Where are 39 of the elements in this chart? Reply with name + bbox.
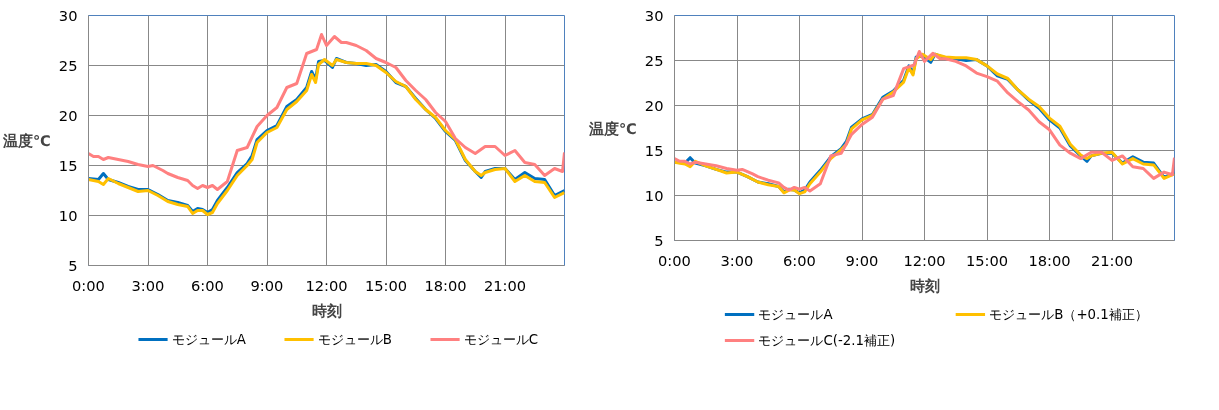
y-tick-label: 10 [644, 186, 664, 204]
x-tick-label: 21:00 [483, 276, 527, 294]
y-tick-label: 5 [654, 231, 664, 249]
x-tick-label: 9:00 [250, 276, 284, 294]
x-tick-label: 18:00 [424, 276, 467, 294]
x-tick-label: 0:00 [72, 276, 105, 294]
y-tick-label: 5 [68, 256, 78, 274]
y-tick-label: 15 [58, 156, 78, 174]
x-tick-label: 15:00 [364, 276, 408, 294]
y-tick-label: 20 [58, 106, 78, 124]
y-tick-label: 10 [58, 206, 78, 224]
legend-label: モジュールB [317, 332, 392, 347]
x-axis-title: 時刻 [311, 301, 342, 319]
x-tick-label: 12:00 [305, 276, 348, 294]
x-tick-label: 3:00 [720, 251, 754, 269]
x-axis-title: 時刻 [909, 276, 940, 294]
legend-label: モジュールC(-2.1補正) [758, 333, 896, 348]
x-tick-label: 0:00 [658, 251, 691, 269]
x-tick-label: 3:00 [131, 276, 165, 294]
legend-label: モジュールA [758, 307, 833, 322]
legend-label: モジュールA [171, 332, 246, 347]
legend-label: モジュールC [463, 332, 539, 347]
line-series [88, 33, 565, 191]
y-axis-title: 温度℃ [588, 119, 637, 137]
y-tick-label: 20 [644, 96, 664, 114]
x-tick-label: 18:00 [1028, 251, 1071, 269]
x-tick-label: 9:00 [845, 251, 879, 269]
y-tick-label: 25 [644, 51, 664, 69]
x-tick-label: 15:00 [965, 251, 1009, 269]
y-tick-label: 30 [58, 6, 78, 24]
y-tick-label: 25 [58, 56, 78, 74]
x-tick-label: 6:00 [191, 276, 224, 294]
legend-label: モジュールB（+0.1補正） [989, 307, 1148, 322]
y-axis-title: 温度℃ [2, 132, 51, 149]
y-tick-label: 15 [644, 141, 664, 159]
x-tick-label: 6:00 [783, 251, 816, 269]
x-tick-label: 21:00 [1090, 251, 1134, 269]
y-tick-label: 30 [644, 6, 664, 24]
x-tick-label: 12:00 [903, 251, 946, 269]
